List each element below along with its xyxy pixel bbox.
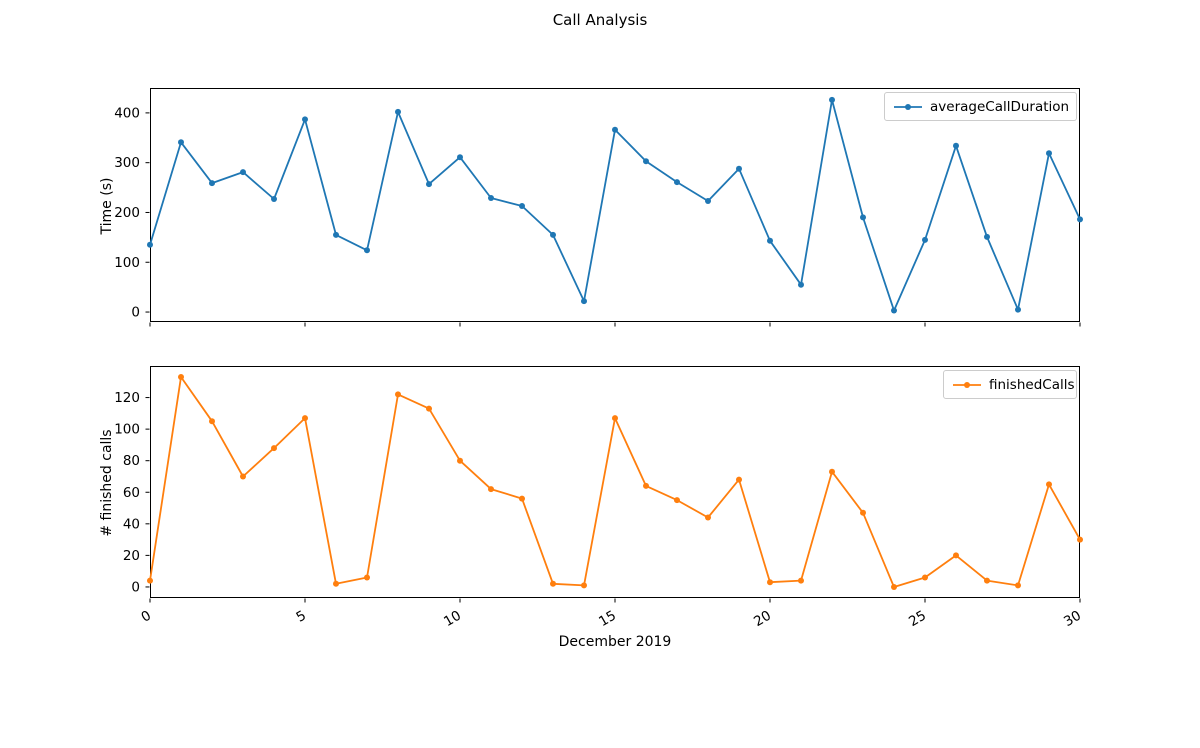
finished-calls-plot: 0 20 40 60 80 100 120 0 5 10 15 20 25 30 December 2019 [114, 366, 1084, 650]
legend-label: averageCallDuration [930, 98, 1070, 115]
legend-average-call-duration: averageCallDuration [884, 92, 1077, 121]
legend-finished-calls: finishedCalls [943, 370, 1077, 399]
svg-text:300: 300 [114, 155, 140, 171]
svg-text:120: 120 [114, 390, 140, 406]
line-marker-icon [953, 381, 981, 388]
svg-text:0: 0 [139, 608, 154, 626]
legend-label: finishedCalls [989, 376, 1075, 393]
svg-text:0: 0 [131, 579, 140, 595]
svg-text:200: 200 [114, 205, 140, 221]
svg-text:5: 5 [294, 608, 309, 626]
y-axis-label-time: Time (s) [99, 177, 115, 235]
svg-text:20: 20 [751, 608, 774, 630]
average-call-duration-plot: 0 100 200 300 400 [114, 88, 1083, 327]
svg-text:60: 60 [123, 485, 140, 501]
svg-text:30: 30 [1061, 608, 1084, 630]
svg-text:10: 10 [441, 608, 464, 630]
y-axis-label-finished-calls: # finished calls [99, 429, 115, 537]
svg-text:400: 400 [114, 105, 140, 121]
figure-title: Call Analysis [552, 11, 648, 29]
svg-text:0: 0 [131, 305, 140, 321]
svg-text:40: 40 [123, 516, 140, 532]
svg-text:80: 80 [123, 453, 140, 469]
svg-text:20: 20 [123, 548, 140, 564]
svg-text:100: 100 [114, 422, 140, 438]
svg-text:25: 25 [906, 608, 929, 630]
svg-text:15: 15 [596, 608, 619, 630]
svg-text:December 2019: December 2019 [559, 634, 672, 650]
svg-text:100: 100 [114, 255, 140, 271]
line-marker-icon [894, 103, 922, 110]
